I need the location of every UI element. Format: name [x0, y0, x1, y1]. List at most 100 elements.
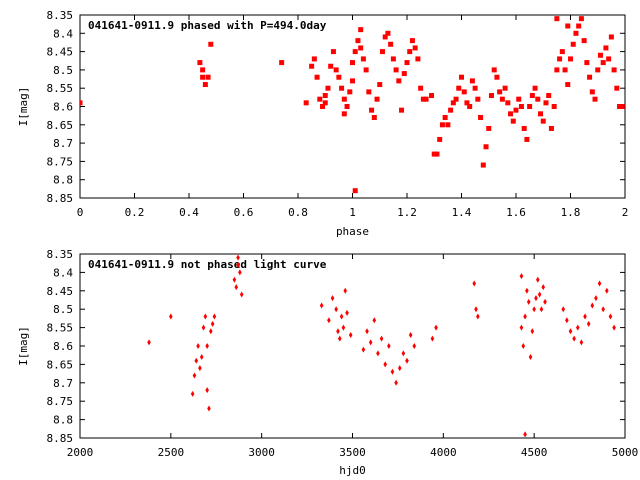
data-point [486, 125, 492, 131]
y-tick-label: 8.65 [47, 358, 74, 371]
data-point [606, 56, 612, 62]
data-point [519, 273, 524, 280]
data-point [205, 343, 209, 349]
data-point [488, 93, 494, 99]
y-tick-label: 8.45 [47, 46, 74, 59]
data-point [408, 331, 413, 338]
data-point [597, 52, 603, 58]
data-point [322, 93, 328, 99]
data-point [543, 298, 547, 305]
x-tick-label: 3000 [248, 446, 275, 459]
data-point [497, 89, 503, 95]
data-point [365, 328, 369, 335]
y-tick-label: 8.6 [53, 101, 73, 114]
data-point [589, 89, 595, 95]
data-point [592, 96, 598, 102]
y-tick-label: 8.35 [47, 9, 74, 22]
data-point [393, 67, 399, 73]
data-point [198, 365, 202, 372]
data-point [350, 78, 355, 84]
data-point [502, 85, 508, 91]
x-tick-label: 1.2 [397, 206, 417, 219]
data-point [388, 41, 394, 47]
data-point [202, 82, 208, 88]
data-point [437, 136, 443, 142]
data-point [236, 262, 240, 269]
data-point [491, 67, 497, 73]
data-point [238, 269, 242, 276]
data-point [207, 405, 211, 412]
data-point [80, 100, 83, 106]
data-point [200, 74, 206, 80]
data-point [147, 339, 151, 346]
data-point [239, 291, 244, 298]
data-point [548, 125, 554, 131]
data-point [330, 49, 336, 55]
data-point [339, 313, 344, 320]
data-point [576, 23, 582, 29]
data-point [524, 136, 530, 142]
data-point [448, 107, 454, 113]
data-point [337, 335, 342, 342]
data-point [412, 343, 417, 349]
data-point [201, 324, 206, 331]
data-point [546, 93, 552, 99]
data-point [205, 74, 211, 80]
data-point [348, 331, 353, 338]
data-point [390, 368, 395, 375]
data-point [575, 324, 580, 331]
data-point [543, 100, 549, 106]
data-point [434, 151, 440, 157]
x-tick-label: 0.6 [234, 206, 254, 219]
data-point [412, 45, 418, 51]
data-point [579, 339, 584, 346]
y-tick-label: 8.7 [53, 137, 73, 150]
x-tick-label: 5000 [612, 446, 639, 459]
data-point [369, 107, 375, 113]
data-point [236, 254, 240, 261]
data-point [311, 56, 317, 62]
data-point [199, 354, 204, 361]
data-point [379, 49, 385, 55]
x-tick-label: 1.6 [506, 206, 526, 219]
data-point [377, 82, 383, 88]
x-axis-title: hjd0 [339, 464, 366, 477]
data-point [336, 74, 342, 80]
data-point [586, 320, 591, 327]
x-tick-label: 4500 [521, 446, 548, 459]
y-tick-label: 8.75 [47, 155, 74, 168]
data-point [535, 96, 541, 102]
data-point [394, 379, 398, 386]
x-tick-label: 0.8 [288, 206, 308, 219]
data-point [578, 16, 584, 22]
data-point [538, 111, 544, 117]
data-point [279, 60, 285, 66]
data-point [374, 96, 380, 102]
data-point [529, 93, 535, 99]
data-point [540, 118, 546, 124]
data-point [554, 16, 560, 22]
data-point [376, 350, 380, 357]
data-point [169, 313, 173, 320]
data-point [523, 431, 527, 438]
data-point [368, 339, 373, 346]
data-point [361, 346, 366, 353]
data-point [344, 104, 350, 109]
data-point [334, 306, 338, 313]
plot-title: 041641-0911.9 not phased light curve [88, 258, 327, 271]
data-point [605, 287, 609, 294]
x-tick-label: 1.8 [561, 206, 581, 219]
data-point [385, 30, 391, 36]
data-point [429, 93, 435, 99]
data-point [401, 71, 407, 77]
data-point [557, 56, 563, 62]
data-point [194, 357, 199, 364]
data-point [536, 276, 540, 283]
x-tick-label: 2500 [158, 446, 185, 459]
data-point [573, 30, 579, 36]
data-point [526, 298, 531, 305]
data-point [208, 41, 214, 47]
data-point [516, 96, 522, 102]
y-axis-title: I[mag] [17, 326, 30, 366]
